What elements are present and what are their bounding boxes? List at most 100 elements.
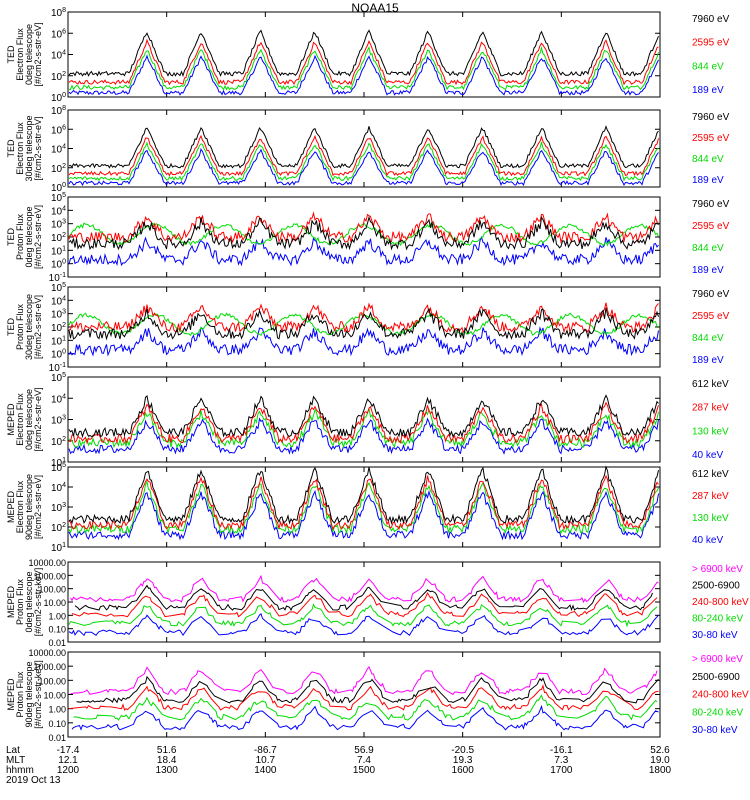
series-line-0	[68, 29, 659, 78]
x-lat-label: -20.5	[451, 745, 474, 756]
y-axis-label: 0deg telescope	[24, 24, 34, 85]
y-tick-label: 100	[51, 349, 66, 361]
x-mlt-label: 12.1	[58, 755, 78, 766]
y-tick-label: 104	[51, 50, 66, 62]
y-axis-label: [#/cm2-s-str-eV]	[33, 295, 43, 359]
x-mlt-label: 7.4	[357, 755, 371, 766]
y-tick-label: 104	[51, 393, 66, 405]
series-line-3	[68, 326, 659, 357]
x-mlt-label: 19.0	[650, 755, 670, 766]
y-axis-label: Proton Flux	[15, 578, 25, 625]
x-mlt-label: 18.4	[157, 755, 177, 766]
y-tick-label: 104	[51, 482, 66, 494]
y-tick-label: 0.10	[48, 625, 66, 635]
data-marks	[68, 465, 659, 541]
y-tick-label: 103	[51, 502, 66, 514]
y-axis-label: [#/cm2-s-str-eV]	[33, 116, 43, 180]
y-tick-label: 100.00	[38, 676, 66, 686]
y-axis-label: MEPED	[6, 586, 16, 619]
legend-entry: 80-240 keV	[692, 614, 743, 625]
legend-entry: > 6900 keV	[692, 564, 743, 575]
legend-entry: 7960 eV	[692, 289, 730, 300]
series-line-3	[68, 417, 659, 455]
y-axis-label: Electron Flux	[15, 393, 25, 446]
legend-entry: 287 keV	[692, 491, 729, 502]
y-axis-label: 30deg telescope	[24, 115, 34, 181]
y-tick-label: 101	[51, 542, 66, 554]
data-marks	[68, 211, 659, 267]
data-marks	[68, 29, 659, 96]
series-line-0	[68, 215, 659, 251]
y-tick-label: 103	[51, 309, 66, 321]
date-label: 2019 Oct 13	[6, 775, 61, 786]
legend-entry: 130 keV	[692, 513, 729, 524]
y-axis-label: [#/cm2-s-str-keV]	[33, 660, 43, 729]
y-axis-label: [#/cm2-s-str-eV]	[33, 475, 43, 539]
y-tick-label: 101	[51, 457, 66, 469]
y-tick-label: 1.00	[48, 705, 66, 715]
series-line-3	[68, 603, 658, 628]
y-tick-label: 105	[51, 192, 66, 204]
legend-entry: 2500-6900	[692, 581, 740, 592]
legend-entry: 7960 eV	[692, 199, 730, 210]
y-tick-label: 0.10	[48, 719, 66, 729]
y-tick-label: 10.00	[43, 691, 66, 701]
y-axis-label: TED	[6, 227, 16, 246]
legend-entry: 30-80 keV	[692, 630, 738, 641]
series-line-3	[68, 147, 659, 187]
y-axis-label: 90deg telescope	[24, 661, 34, 727]
series-line-1	[74, 584, 653, 612]
y-tick-label: 0.01	[48, 733, 66, 743]
y-tick-label: 106	[51, 124, 66, 136]
y-axis-label: MEPED	[6, 678, 16, 711]
y-axis-label: TED	[6, 317, 16, 336]
x-mlt-label: 10.7	[256, 755, 276, 766]
y-tick-label: 0.01	[48, 638, 66, 648]
y-tick-label: 104	[51, 144, 66, 156]
legend-entry: 80-240 keV	[692, 707, 743, 718]
y-axis-label: [#/cm2-s-str-eV]	[33, 22, 43, 86]
legend-entry: 612 keV	[692, 379, 729, 390]
series-line-2	[68, 684, 659, 711]
y-tick-label: 103	[51, 415, 66, 427]
y-axis-label: Proton Flux	[15, 303, 25, 350]
x-hhmm-label: 1700	[550, 765, 573, 776]
legend-entry: 2595 eV	[692, 221, 730, 232]
legend-entry: 240-800 keV	[692, 597, 749, 608]
series-line-0	[68, 307, 659, 341]
legend-entry: 2595 eV	[692, 133, 730, 144]
x-mlt-label: 19.3	[453, 755, 473, 766]
legend-entry: 189 eV	[692, 85, 724, 96]
y-tick-label: 108	[51, 105, 66, 117]
y-tick-label: 100.00	[38, 585, 66, 595]
y-axis-label: [#/cm2-s-str-keV]	[33, 568, 43, 637]
y-axis-label: Proton Flux	[15, 213, 25, 260]
series-line-0	[68, 394, 659, 439]
data-marks	[68, 125, 659, 187]
y-tick-label: 10-1	[49, 272, 66, 284]
y-tick-label: 105	[51, 372, 66, 384]
legend-entry: 7960 eV	[692, 112, 730, 123]
y-axis-label: Proton Flux	[15, 671, 25, 718]
series-line-0	[70, 574, 659, 604]
y-tick-label: 10000.00	[28, 558, 66, 568]
series-line-4	[71, 704, 659, 731]
y-axis-label: 0deg telescope	[24, 571, 34, 632]
series-line-3	[73, 694, 658, 721]
series-line-2	[68, 141, 659, 182]
y-tick-label: 102	[51, 522, 66, 534]
y-axis-label: [#/cm2-s-str-eV]	[33, 205, 43, 269]
y-axis-label: TED	[6, 45, 16, 64]
x-hhmm-label: 1600	[452, 765, 475, 776]
legend-entry: 844 eV	[692, 154, 724, 165]
series-line-1	[76, 675, 659, 704]
y-tick-label: 1.00	[48, 611, 66, 621]
y-tick-label: 102	[51, 436, 66, 448]
x-row-label: Lat	[6, 745, 20, 756]
series-line-3	[68, 54, 659, 96]
legend-entry: 40 keV	[692, 535, 723, 546]
y-axis-label: MEPED	[6, 403, 16, 436]
y-tick-label: 102	[51, 322, 66, 334]
y-tick-label: 10-1	[49, 362, 66, 374]
